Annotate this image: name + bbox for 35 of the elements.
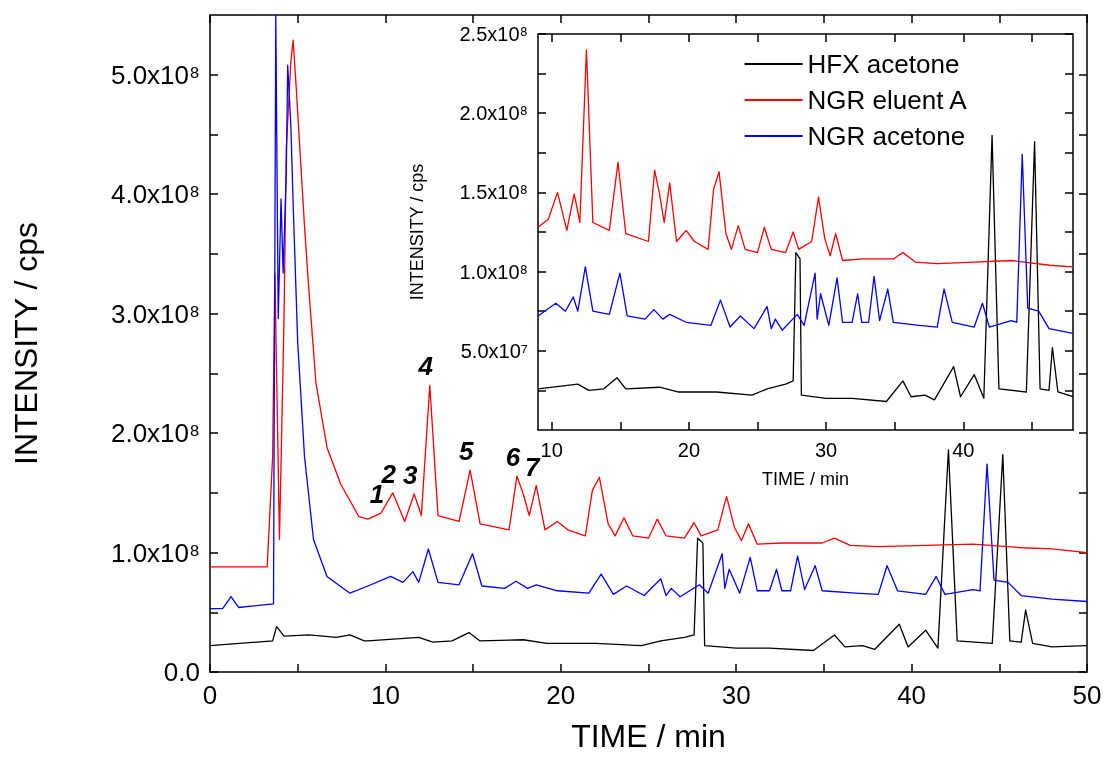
x-tick-label: 0: [202, 680, 218, 710]
y-tick-label: 1.0x10⁸: [110, 537, 200, 568]
x-tick-label: 10: [370, 680, 400, 710]
x-tick-label: 30: [721, 680, 751, 710]
legend-label: NGR eluent A: [807, 85, 968, 115]
x-axis-title: TIME / min: [571, 718, 726, 754]
annotation: 6: [505, 442, 521, 473]
y-tick-label: 1.0x10⁸: [459, 260, 528, 283]
x-tick-label: 20: [546, 680, 576, 710]
y-tick-label: 5.0x10⁷: [460, 339, 528, 362]
annotation: 3: [402, 460, 418, 491]
y-tick-label: 4.0x10⁸: [110, 179, 200, 210]
y-tick-label: 2.0x10⁸: [459, 102, 528, 125]
legend-label: NGR acetone: [807, 121, 966, 151]
x-tick-label: 10: [540, 439, 563, 461]
x-tick-label: 50: [1072, 680, 1102, 710]
x-tick-label: 40: [897, 680, 927, 710]
annotation: 5: [458, 436, 474, 467]
annotation: 7: [525, 451, 542, 482]
y-axis-title: INTENSITY / cps: [407, 163, 427, 301]
y-tick-label: 1.5x10⁸: [459, 181, 528, 204]
y-tick-label: 3.0x10⁸: [110, 298, 200, 329]
annotation: 4: [417, 351, 434, 382]
x-tick-label: 20: [677, 439, 701, 461]
y-tick-label: 5.0x10⁸: [110, 59, 200, 90]
y-tick-label: 2.5x10⁸: [459, 23, 528, 45]
y-tick-label: 2.0x10⁸: [110, 418, 200, 449]
x-tick-label: 30: [814, 439, 838, 461]
line-series: [537, 153, 1074, 335]
x-axis-title: TIME / min: [761, 469, 850, 489]
y-tick-label: 0.0: [163, 657, 200, 687]
legend-label: HFX acetone: [807, 49, 960, 79]
line-series: [537, 49, 1074, 268]
x-tick-label: 40: [952, 439, 975, 461]
y-axis-title: INTENSITY / cps: [8, 221, 44, 466]
